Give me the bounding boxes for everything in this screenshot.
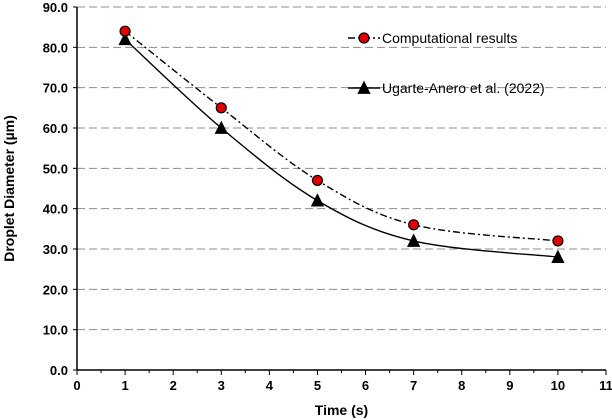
data-point-ugarte-anero bbox=[214, 120, 228, 134]
data-point-computational bbox=[215, 102, 227, 114]
data-point-computational bbox=[408, 219, 420, 231]
axes bbox=[73, 6, 607, 375]
x-tick-label: 8 bbox=[458, 378, 465, 393]
data-point-computational bbox=[311, 174, 324, 187]
x-tick-label: 1 bbox=[121, 378, 128, 393]
x-tick-label: 0 bbox=[73, 378, 80, 393]
data-point-ugarte-anero bbox=[551, 249, 565, 263]
tick-labels: 0.0 10.0 20.0 30.0 40.0 50.0 60.0 70.0 80.0 90.0 0… bbox=[43, 0, 612, 393]
y-tick-label: 10.0 bbox=[43, 323, 68, 338]
grid-lines bbox=[77, 6, 606, 331]
y-tick-label: 70.0 bbox=[43, 81, 68, 96]
x-tick-label: 5 bbox=[314, 378, 321, 393]
x-axis-title: Time (s) bbox=[315, 402, 368, 418]
series-layer bbox=[118, 25, 565, 263]
series-line-computational bbox=[124, 30, 558, 242]
y-tick-label: 0.0 bbox=[50, 363, 68, 378]
legend-label-ugarte-anero: Ugarte-Anero et al. (2022) bbox=[382, 80, 545, 96]
legend-marker-computational bbox=[358, 32, 370, 44]
y-tick-label: 40.0 bbox=[43, 202, 68, 217]
data-point-computational bbox=[119, 25, 131, 37]
legend: Computational results Ugarte-Anero et al.… bbox=[348, 30, 545, 96]
x-tick-label: 4 bbox=[266, 378, 274, 393]
x-tick-label: 7 bbox=[410, 378, 417, 393]
y-tick-label: 20.0 bbox=[43, 282, 68, 297]
y-axis-title: Droplet Diameter (µm) bbox=[1, 115, 17, 262]
data-point-ugarte-anero bbox=[118, 31, 132, 46]
data-point-ugarte-anero bbox=[406, 233, 421, 247]
y-tick-label: 80.0 bbox=[43, 40, 68, 55]
series-line-ugarte-anero bbox=[124, 38, 558, 258]
legend-marker-ugarte-anero bbox=[357, 80, 371, 94]
x-tick-label: 10 bbox=[551, 378, 565, 393]
y-tick-label: 50.0 bbox=[43, 161, 68, 176]
x-tick-label: 3 bbox=[218, 378, 225, 393]
data-point-ugarte-anero bbox=[310, 193, 325, 207]
y-tick-label: 30.0 bbox=[43, 242, 68, 257]
x-tick-label: 11 bbox=[599, 378, 612, 393]
x-tick-label: 6 bbox=[362, 378, 369, 393]
y-tick-label: 60.0 bbox=[43, 121, 68, 136]
x-tick-label: 9 bbox=[506, 378, 513, 393]
x-tick-label: 2 bbox=[170, 378, 177, 393]
legend-label-computational: Computational results bbox=[382, 30, 517, 46]
data-point-computational bbox=[552, 235, 564, 247]
y-tick-label: 90.0 bbox=[43, 0, 68, 15]
